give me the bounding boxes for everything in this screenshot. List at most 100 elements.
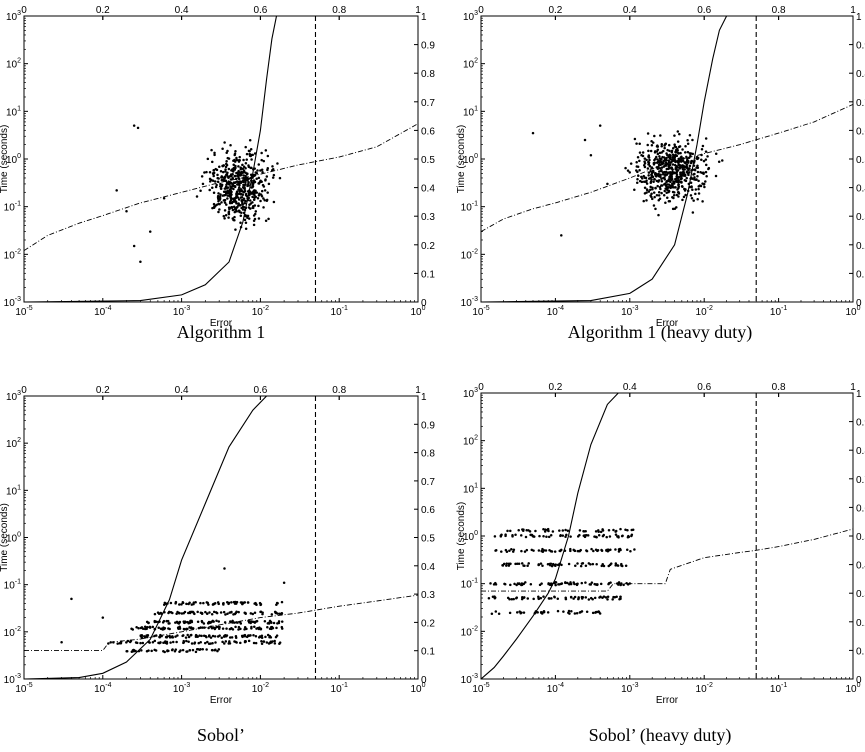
scatter-point [254,641,258,645]
scatter-point [247,180,250,184]
scatter-point [663,144,666,147]
x-tick-label: 10-2 [252,305,269,318]
scatter-point [267,182,271,186]
scatter-point [230,601,233,604]
scatter-point [655,150,659,153]
scatter-point [633,137,637,141]
scatter-point [266,633,270,637]
scatter-point [524,581,527,584]
scatter-point [177,612,181,615]
scatter-point [508,549,511,552]
scatter-point [595,562,598,566]
scatter-point [646,143,649,147]
scatter-point [135,625,138,629]
scatter-point [674,160,677,164]
scatter-point [547,529,550,533]
scatter-point [237,173,241,177]
scatter-point [211,160,214,164]
scatter-point [241,163,244,167]
scatter-point [246,216,249,220]
scatter-point [656,158,659,161]
y-axis-label: Time (seconds) [456,125,467,194]
scatter-point [243,190,246,193]
scatter-point [266,191,269,194]
scatter-point [684,193,687,197]
right-tick-label: 0.9 [856,418,865,429]
scatter-point [510,547,513,551]
scatter-point [187,611,190,615]
scatter-point [273,639,276,643]
y-tick-label: 102 [6,58,21,71]
scatter-point [663,189,666,193]
scatter-point [665,158,668,162]
scatter-point [254,634,258,638]
scatter-point [154,649,158,652]
scatter-point [186,620,189,624]
scatter-point [189,626,193,630]
top-tick-label: 0.2 [548,382,562,393]
scatter-point [529,583,533,586]
scatter-point [238,186,241,189]
scatter-point [208,634,211,637]
scatter-point [681,168,685,171]
scatter-point [125,649,129,653]
scatter-point [188,611,192,615]
scatter-point [575,611,579,615]
scatter-point [656,144,659,147]
scatter-point [581,595,585,599]
scatter-point [622,583,625,587]
top-tick-label: 1 [415,5,421,16]
scatter-point [200,634,203,638]
scatter-point [686,167,689,170]
scatter-point [674,177,677,181]
scatter-point [162,641,165,644]
scatter-point [252,641,256,645]
scatter-point [223,141,226,144]
scatter-point [200,175,204,178]
scatter-point [232,163,235,167]
scatter-point [660,179,664,183]
scatter-point [657,165,660,169]
scatter-point [162,650,165,653]
scatter-point [203,171,206,174]
scatter-point [701,182,704,185]
scatter-point [649,170,652,173]
scatter-point [220,178,224,182]
scatter-point [141,627,145,630]
scatter-point [625,548,629,552]
scatter-point [257,176,261,180]
scatter-point [522,564,525,567]
scatter-point [576,562,579,565]
scatter-point [685,159,689,162]
scatter-point [568,582,571,586]
scatter-point [169,610,173,614]
scatter-point [647,171,651,174]
scatter-point [512,597,515,601]
scatter-point [239,641,242,645]
top-tick-label: 0.2 [96,5,110,16]
scatter-point [247,184,250,187]
scatter-point [193,642,196,645]
right-tick-label: 0.7 [856,475,865,486]
scatter-point [532,597,535,601]
right-tick-label: 0.5 [421,534,435,545]
scatter-point [573,612,577,615]
scatter-point [653,151,657,154]
scatter-point [648,164,652,168]
scatter-point [696,166,700,170]
scatter-point [638,151,642,154]
scatter-point [141,641,145,645]
scatter-point [145,634,148,637]
scatter-point [211,603,215,606]
right-tick-label: 0.5 [856,532,865,543]
scatter-point [590,581,594,584]
scatter-point [509,583,512,587]
scatter-point [260,642,264,645]
scatter-point [153,639,157,643]
scatter-point [655,161,659,165]
scatter-point [674,149,678,152]
scatter-point [216,176,219,180]
right-tick-label: 0.4 [856,561,865,572]
scatter-point [257,204,260,208]
scatter-point [215,183,218,187]
